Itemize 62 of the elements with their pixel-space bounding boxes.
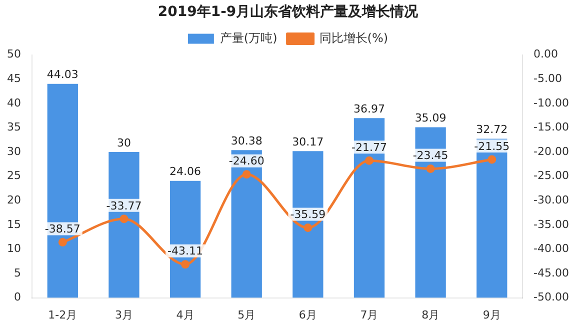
point	[364, 156, 374, 165]
x-tick-label: 5月	[238, 308, 256, 322]
y-tick-label: 15	[6, 218, 21, 231]
data-label: 35.09	[414, 112, 446, 125]
point	[120, 214, 128, 224]
y2-tick-label: -40.00	[534, 242, 570, 256]
y2-tick-label: -20.00	[534, 144, 570, 158]
y-tick-label: 45	[6, 72, 21, 85]
point	[426, 164, 435, 174]
bar	[415, 127, 446, 298]
y2-tick-label: -35.00	[534, 218, 570, 231]
y2-tick-label: 0.00	[534, 48, 558, 61]
bar	[292, 151, 324, 298]
point	[242, 170, 251, 179]
x-tick-label: 6月	[298, 308, 317, 322]
x-tick-label: 1-2月	[48, 308, 78, 322]
data-label: 32.72	[476, 123, 508, 136]
legend-label: 同比增长(%)	[319, 30, 388, 45]
y-tick-label: 10	[6, 242, 21, 256]
data-label: 24.06	[170, 165, 202, 178]
y-tick-label: 5	[14, 266, 21, 280]
bar	[476, 138, 508, 298]
y2-tick-label: -30.00	[534, 193, 570, 206]
y-tick-label: 0	[14, 290, 21, 304]
bar	[354, 118, 385, 298]
x-tick-label: 7月	[360, 308, 378, 322]
y2-tick-label: -50.00	[534, 290, 570, 304]
data-label: -38.57	[44, 222, 80, 236]
chart-title: 2019年1-9月山东省饮料产量及增长情况	[158, 3, 420, 20]
data-label: 30.38	[230, 134, 262, 148]
y-tick-label: 30	[6, 144, 21, 158]
data-label: -24.60	[228, 154, 264, 168]
data-label: -21.77	[352, 140, 387, 154]
y-tick-label: 20	[6, 193, 21, 206]
point	[181, 260, 190, 269]
data-label: -43.11	[168, 244, 204, 258]
y-tick-label: 35	[6, 120, 21, 134]
data-label: 30	[116, 136, 131, 150]
legend-label: 产量(万吨)	[220, 30, 278, 45]
y2-tick-label: -45.00	[534, 266, 570, 280]
y-tick-label: 25	[6, 169, 21, 182]
x-tick-label: 3月	[114, 308, 133, 322]
point	[58, 238, 67, 246]
data-label: -23.45	[412, 149, 448, 162]
bar	[108, 152, 140, 298]
y2-tick-label: -15.00	[534, 120, 570, 134]
y2-tick-label: -10.00	[534, 96, 570, 110]
x-tick-label: 4月	[176, 308, 194, 322]
y-tick-label: 40	[6, 96, 21, 110]
point	[304, 224, 312, 232]
data-label: 44.03	[46, 68, 78, 82]
x-tick-label: 8月	[422, 308, 440, 322]
data-label: -21.55	[474, 140, 510, 153]
point	[488, 155, 496, 164]
data-label: 36.97	[353, 102, 385, 116]
y2-tick-label: -25.00	[534, 169, 570, 182]
data-label: 30.17	[292, 136, 324, 149]
y2-tick-label: -5.00	[534, 72, 562, 85]
x-tick-label: 9月	[482, 308, 501, 322]
data-label: -35.59	[290, 208, 326, 222]
data-label: -33.77	[106, 199, 142, 212]
y-tick-label: 50	[6, 48, 21, 61]
